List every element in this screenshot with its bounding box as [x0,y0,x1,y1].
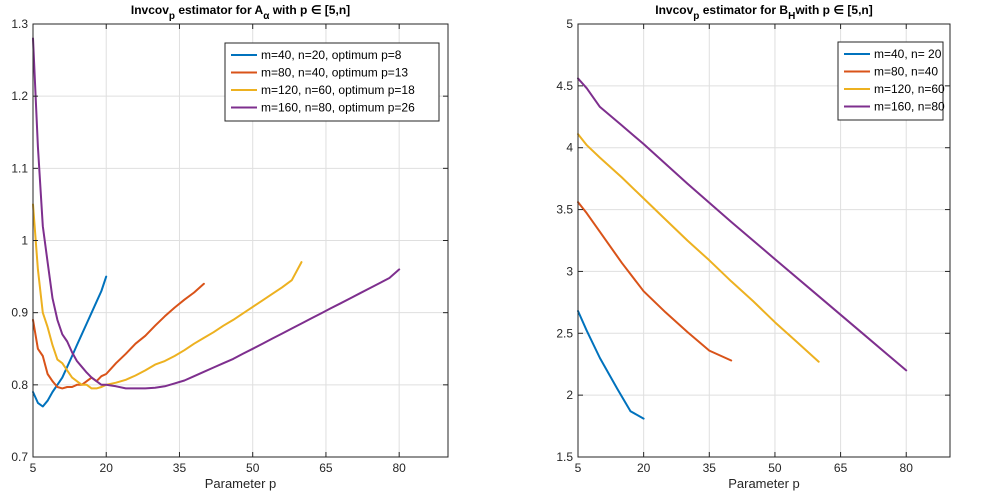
legend-label-3: m=120, n=60, optimum p=18 [261,83,415,97]
axes-box [577,23,951,458]
y-tick-label: 1.2 [11,89,28,103]
y-tick-label: 1.1 [11,161,28,175]
x-tick-label: 35 [173,461,187,475]
y-tick-label: 1 [21,234,28,248]
legend-label-1: m=40, n=20, optimum p=8 [261,48,402,62]
chart-panel-left: 5 20 35 50 65 80 0.7 0.8 0.9 1 1.1 1.2 1.3 Parameter … [11,3,449,491]
series-line-1 [577,310,645,420]
x-tick-label: 80 [392,461,406,475]
legend-label-1: m=40, n= 20 [874,47,942,61]
legend: m=40, n=20, optimum p=8 m=80, n=40, optim… [224,42,440,122]
y-tick-label: 0.8 [11,378,28,392]
x-tick-label: 20 [637,461,651,475]
legend-label-3: m=120, n=60 [874,82,945,96]
y-tick-label: 2 [566,388,573,402]
y-tick-label: 5 [566,17,573,31]
y-tick-label: 4.5 [556,79,573,93]
chart-title: Invcovp estimator for Aα with p ∈ [5,n] [131,3,350,22]
x-tick-label: 5 [30,461,37,475]
chart-panel-right: 5 20 35 50 65 80 1.5 2 2.5 3 3.5 4 4.5 5 Parameter p In… [556,3,951,491]
legend-label-4: m=160, n=80 [874,100,945,114]
x-tick-label: 80 [900,461,914,475]
y-tick-label: 3 [566,264,573,278]
y-tick-label: 1.5 [556,450,573,464]
x-axis-label: Parameter p [728,476,800,491]
x-tick-label: 65 [834,461,848,475]
y-tick-label: 4 [566,141,573,155]
y-tick-label: 1.3 [11,17,28,31]
series-line-1 [32,275,108,408]
legend: m=40, n= 20 m=80, n=40 m=120, n=60 m=160, n… [837,41,945,121]
series-line-3 [32,203,303,390]
legend-label-2: m=80, n=40 [874,65,938,79]
legend-label-4: m=160, n=80, optimum p=26 [261,101,415,115]
x-tick-label: 20 [100,461,114,475]
x-tick-label: 50 [246,461,260,475]
x-tick-label: 50 [768,461,782,475]
x-axis-label: Parameter p [205,476,277,491]
series-line-4 [32,37,401,390]
y-tick-label: 0.9 [11,306,28,320]
series-line-2 [577,201,733,362]
legend-box [224,42,440,122]
y-tick-label: 0.7 [11,450,28,464]
y-tick-label: 3.5 [556,203,573,217]
x-tick-label: 35 [703,461,717,475]
series-line-4 [577,77,908,372]
x-tick-label: 65 [319,461,333,475]
legend-label-2: m=80, n=40, optimum p=13 [261,66,408,80]
series-line-3 [577,133,820,363]
chart-title: Invcovp estimator for BHwith p ∈ [5,n] [655,3,872,22]
y-tick-label: 2.5 [556,326,573,340]
x-tick-label: 5 [575,461,582,475]
